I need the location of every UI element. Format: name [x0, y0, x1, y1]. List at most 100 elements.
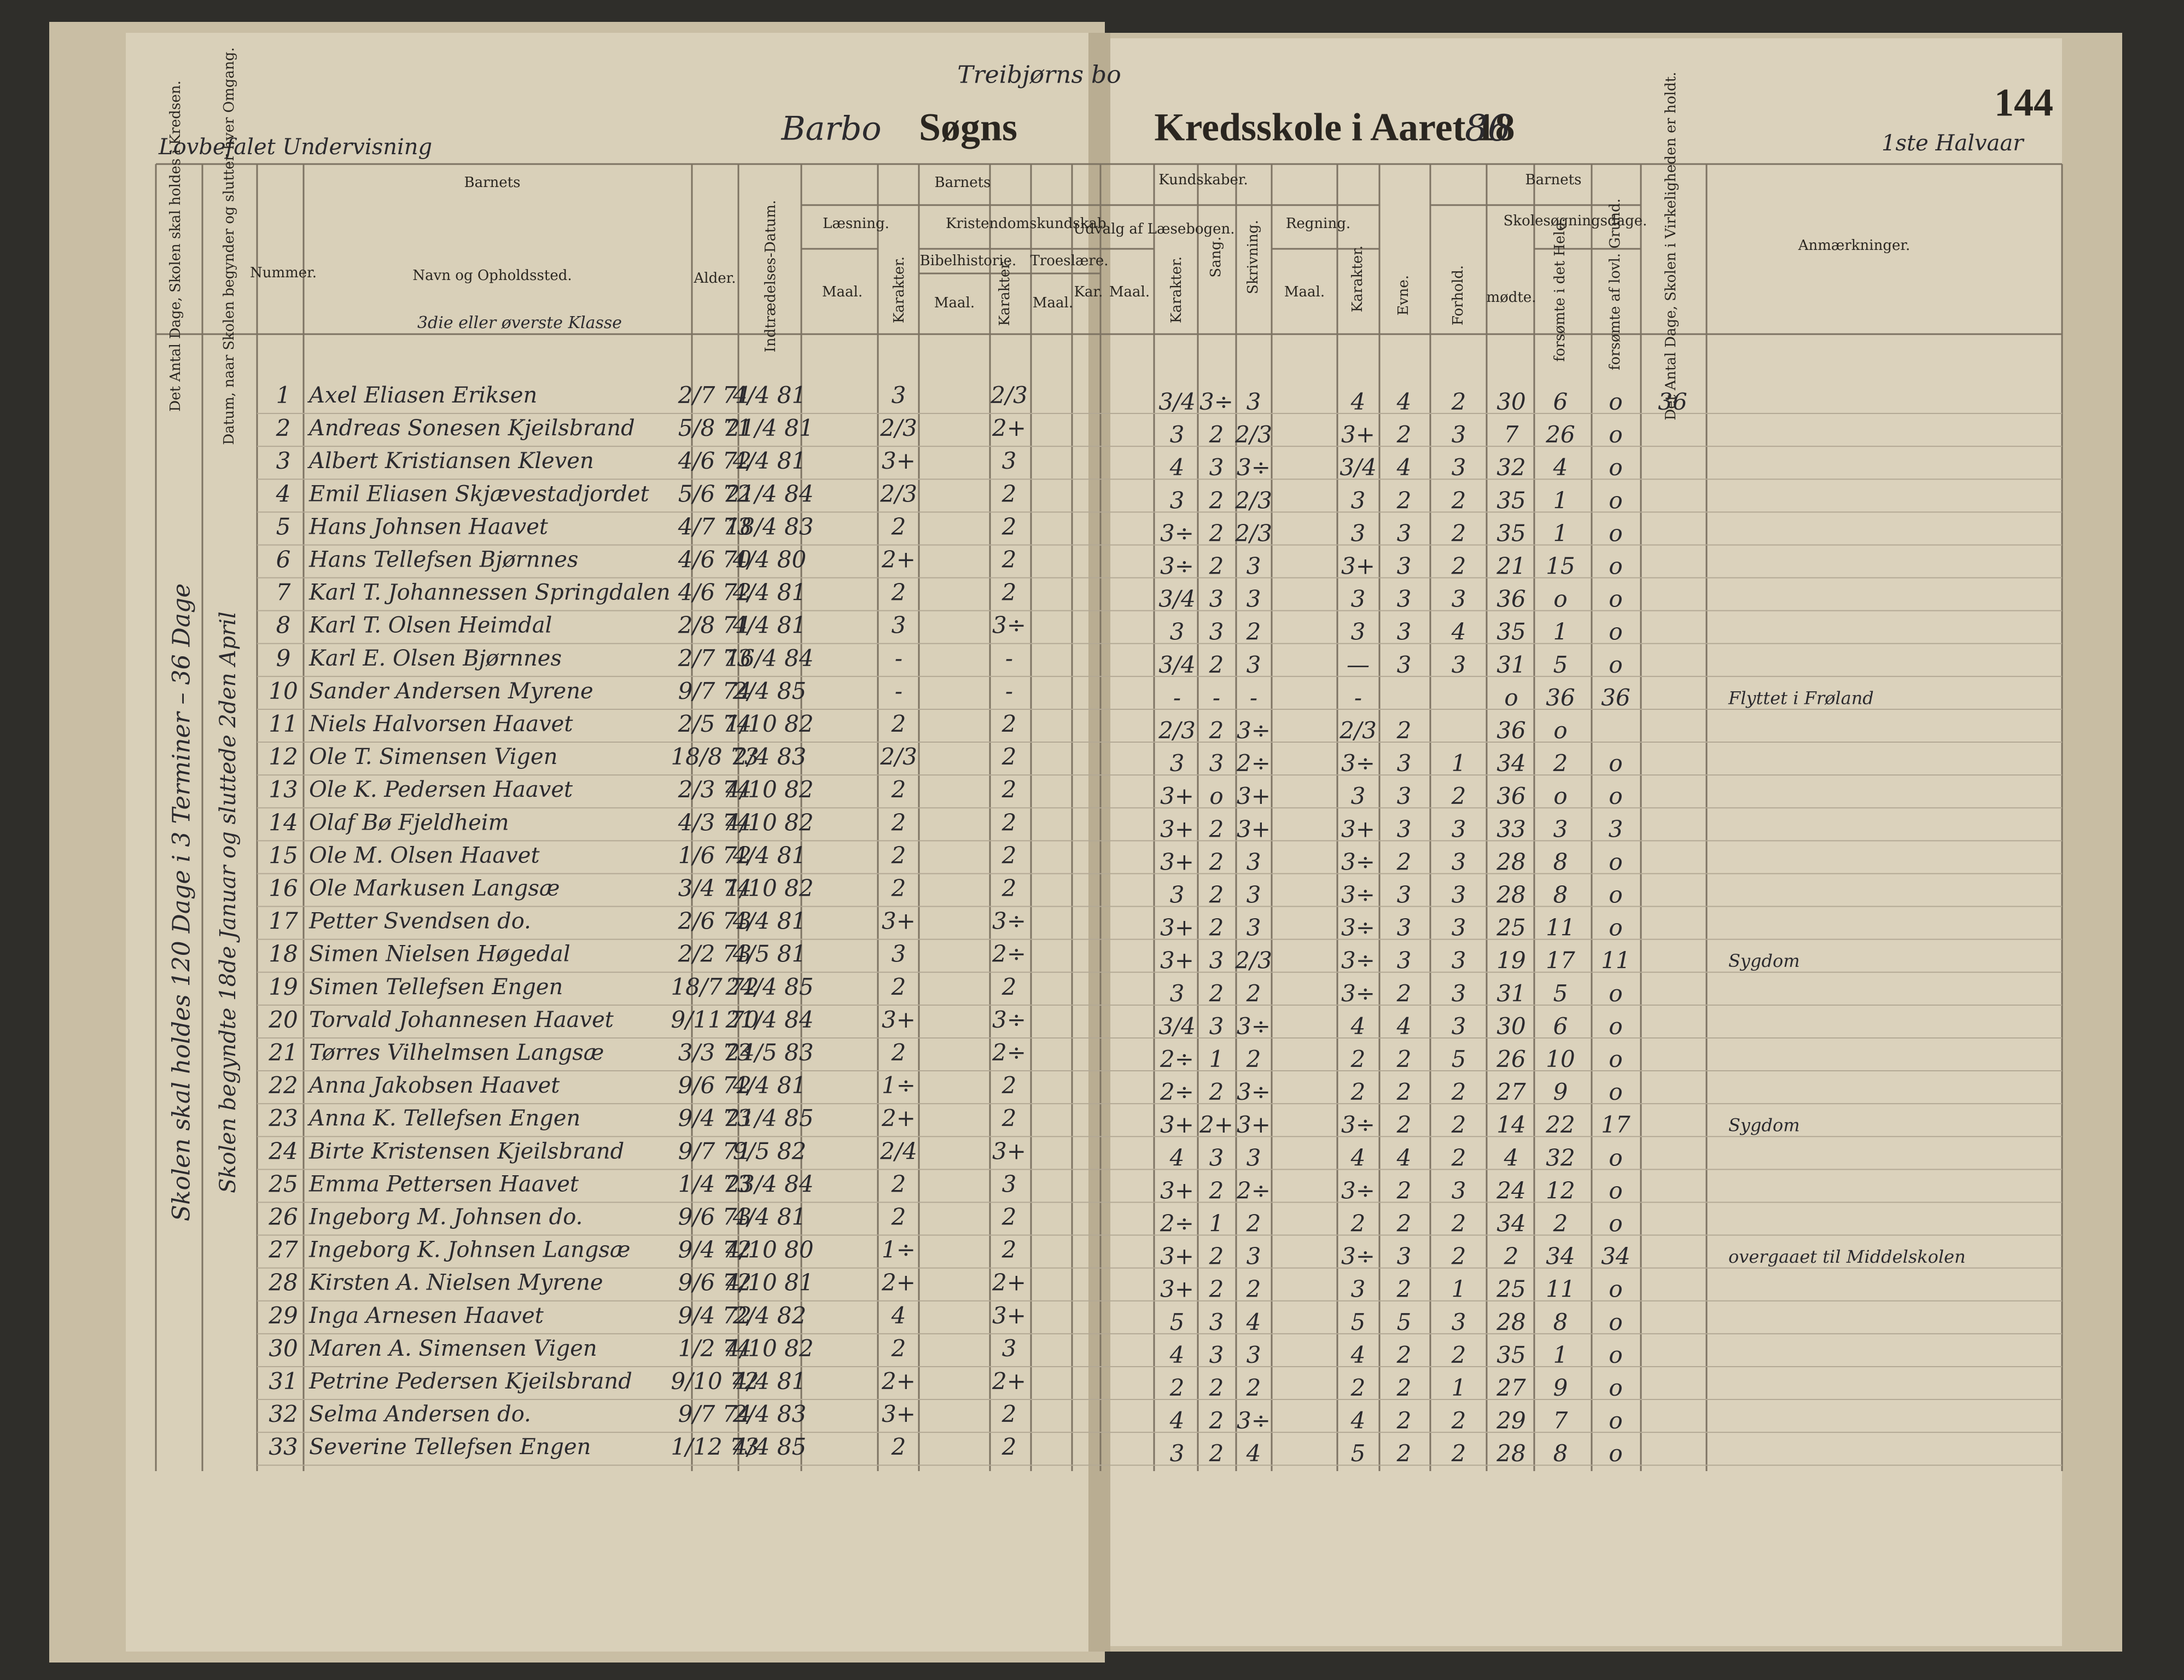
col-forsomte: forsømte i det Hele.	[1552, 218, 1568, 362]
cell-forsomte: 8	[1553, 1309, 1568, 1335]
cell-regning: 4	[1350, 1013, 1366, 1040]
cell-udvalg: 4	[1169, 454, 1185, 481]
cell-regning: 3+	[1341, 815, 1375, 842]
cell-skrivning: 2	[1246, 1374, 1261, 1401]
cell-udvalg: 4	[1169, 1341, 1185, 1368]
cell-sang: 3	[1209, 750, 1224, 777]
cell-modte: 31	[1496, 980, 1525, 1007]
cell-born: 9/10 72	[671, 1368, 759, 1395]
cell-laesning: 2	[891, 776, 906, 803]
cell-forsomte: 1	[1553, 1341, 1568, 1368]
table-row: Selma Andersen do.32 9/7 742/4 83 3+ 2 4 2 3÷ 4…	[269, 1401, 1622, 1434]
cell-lovlig: o	[1609, 1374, 1622, 1401]
col-days: Det Antal Dage, Skolen skal holdes i Kre…	[167, 80, 184, 412]
cell-skrivning: 3÷	[1237, 1078, 1271, 1105]
cell-entered: 9/5 82	[733, 1138, 806, 1164]
cell-evne: 4	[1396, 1013, 1412, 1040]
cell-born: 4/6 72	[678, 447, 752, 474]
cell-lovlig: o	[1609, 1078, 1622, 1105]
remark: Flyttet i Frøland	[1728, 687, 1874, 708]
cell-born: 2/8 71	[678, 612, 752, 639]
cell-entered: 4/5 81	[732, 941, 806, 967]
cell-born: 1/2 74	[678, 1335, 752, 1362]
cell-modte: 33	[1496, 815, 1525, 842]
cell-born: 2/7 71	[678, 382, 752, 409]
cell-no: 28	[268, 1269, 298, 1296]
cell-lovlig: o	[1609, 1013, 1622, 1040]
col-kar: Kar.	[1074, 284, 1103, 300]
cell-evne: 2	[1396, 1276, 1412, 1303]
right-note: 1ste Halvaar	[1882, 131, 2025, 156]
cell-skrivning: 3÷	[1237, 1407, 1271, 1434]
cell-forsomte: 4	[1553, 454, 1568, 481]
cell-entered: 2/4 83	[732, 1401, 806, 1427]
cell-forsomte: 11	[1546, 1276, 1575, 1303]
cell-born: 2/2 73	[678, 941, 752, 967]
cell-lovlig: o	[1609, 1341, 1622, 1368]
cell-entered: 4/4 81	[732, 579, 806, 606]
cell-regning: 3÷	[1341, 980, 1375, 1007]
cell-entered: 4/4 85	[732, 1433, 806, 1460]
student-name: Karl E. Olsen Bjørnnes	[308, 646, 562, 671]
cell-modte: 25	[1496, 914, 1525, 941]
remark: overgaaet til Middelskolen	[1728, 1246, 1966, 1267]
cell-no: 32	[269, 1401, 298, 1427]
cell-modte: 34	[1496, 1210, 1525, 1237]
cell-forhold: 4	[1451, 619, 1466, 645]
cell-no: 3	[276, 447, 291, 474]
cell-lovlig: o	[1609, 1046, 1622, 1072]
cell-no: 31	[269, 1368, 298, 1395]
cell-regning: 4	[1350, 1144, 1366, 1171]
cell-bibel: 2	[1001, 513, 1017, 540]
cell-skrivning: 4	[1246, 1309, 1261, 1335]
cell-regning: 2	[1350, 1210, 1366, 1237]
cell-sang: 3	[1209, 1309, 1224, 1335]
cell-forhold: 2	[1451, 553, 1466, 580]
cell-laesning: -	[895, 645, 902, 672]
table-row: Ole K. Pedersen Haavet 13 2/3 744/10 82 2 2 3…	[269, 776, 1622, 809]
cell-regning: -	[1354, 684, 1362, 711]
cell-sang: 3	[1209, 1341, 1224, 1368]
cell-modte: 35	[1496, 1341, 1525, 1368]
cell-modte: 14	[1496, 1111, 1525, 1138]
cell-bibel: -	[1005, 645, 1013, 672]
cell-modte: 28	[1496, 1440, 1525, 1467]
table-row: Emil Eliasen Skjævestadjordet 4 5/6 7221/4…	[276, 480, 1623, 514]
cell-regning: 3	[1351, 487, 1366, 514]
cell-regning: 2	[1350, 1046, 1366, 1072]
cell-lovlig: o	[1609, 421, 1622, 448]
cell-entered: 1/10 82	[725, 875, 813, 902]
cell-holdt: 36	[1658, 388, 1687, 415]
cell-born: 1/4 73	[678, 1170, 752, 1197]
student-name: Karl T. Johannessen Springdalen	[308, 580, 671, 605]
cell-forhold: 2	[1451, 1407, 1466, 1434]
cell-forhold: 3	[1452, 914, 1466, 941]
cell-sang: 3÷	[1199, 388, 1233, 415]
cell-bibel: 2+	[992, 1368, 1026, 1395]
cell-forsomte: 8	[1553, 848, 1568, 875]
cell-forhold: 3	[1452, 454, 1466, 481]
cell-evne: 2	[1396, 717, 1412, 744]
cell-evne: 5	[1397, 1309, 1412, 1335]
cell-laesning: 2	[891, 710, 906, 737]
cell-modte: 35	[1496, 520, 1525, 546]
cell-no: 4	[276, 480, 291, 507]
cell-evne: 3	[1397, 914, 1412, 941]
cell-skrivning: 2	[1246, 619, 1261, 645]
cell-no: 18	[269, 941, 298, 967]
cell-forsomte: o	[1553, 586, 1567, 612]
cell-forsomte: o	[1553, 717, 1567, 744]
cell-skrivning: 2/3	[1234, 421, 1272, 448]
cell-bibel: 3	[1002, 447, 1017, 474]
cell-udvalg: 3	[1170, 619, 1185, 645]
cell-evne: 2	[1396, 1111, 1412, 1138]
cell-modte: 28	[1496, 1309, 1525, 1335]
cell-no: 25	[268, 1170, 298, 1197]
cell-no: 6	[276, 546, 291, 573]
student-name: Axel Eliasen Eriksen	[307, 383, 537, 408]
cell-sang: 2+	[1199, 1111, 1233, 1138]
cell-forhold: 2	[1451, 487, 1466, 514]
cell-laesning: 2	[891, 513, 906, 540]
